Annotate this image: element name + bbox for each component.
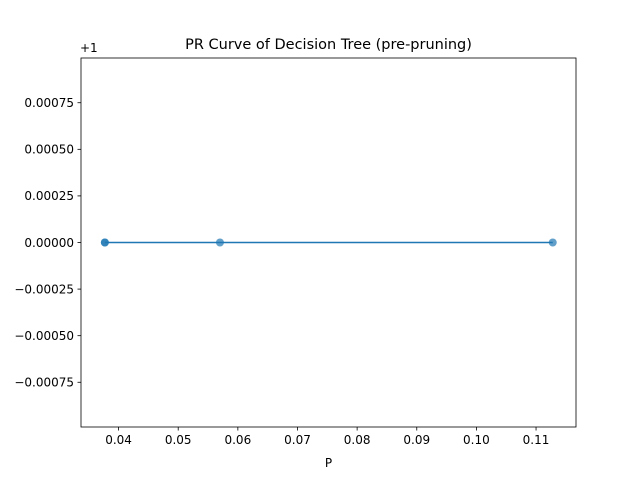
data-point	[548, 238, 557, 247]
data-point	[100, 238, 109, 247]
x-tick-label: 0.10	[463, 433, 490, 447]
y-offset-label: +1	[80, 41, 98, 55]
y-tick-label: 0.00075	[24, 96, 74, 110]
x-axis-label: P	[325, 456, 332, 470]
axes-frame	[80, 57, 577, 428]
y-tick-label: −0.00075	[14, 376, 74, 390]
x-tick-label: 0.09	[403, 433, 430, 447]
x-tick-label: 0.11	[523, 433, 550, 447]
y-tick-label: −0.00050	[14, 329, 74, 343]
data-point	[215, 238, 224, 247]
x-tick-label: 0.08	[344, 433, 371, 447]
plot-area: 0.04 0.05 0.06 0.07 0.08 0.09 0.10 0.11 0.00075 0…	[14, 57, 577, 447]
y-tick-label: −0.00025	[14, 282, 74, 296]
x-tick-label: 0.04	[105, 433, 132, 447]
y-tick-label: 0.00050	[24, 143, 74, 157]
y-tick-label: 0.00025	[24, 189, 74, 203]
x-tick-label: 0.07	[284, 433, 311, 447]
chart-title: PR Curve of Decision Tree (pre-pruning)	[185, 37, 472, 53]
x-tick-label: 0.05	[165, 433, 192, 447]
x-tick-label: 0.06	[224, 433, 251, 447]
y-tick-label: 0.00000	[24, 236, 74, 250]
